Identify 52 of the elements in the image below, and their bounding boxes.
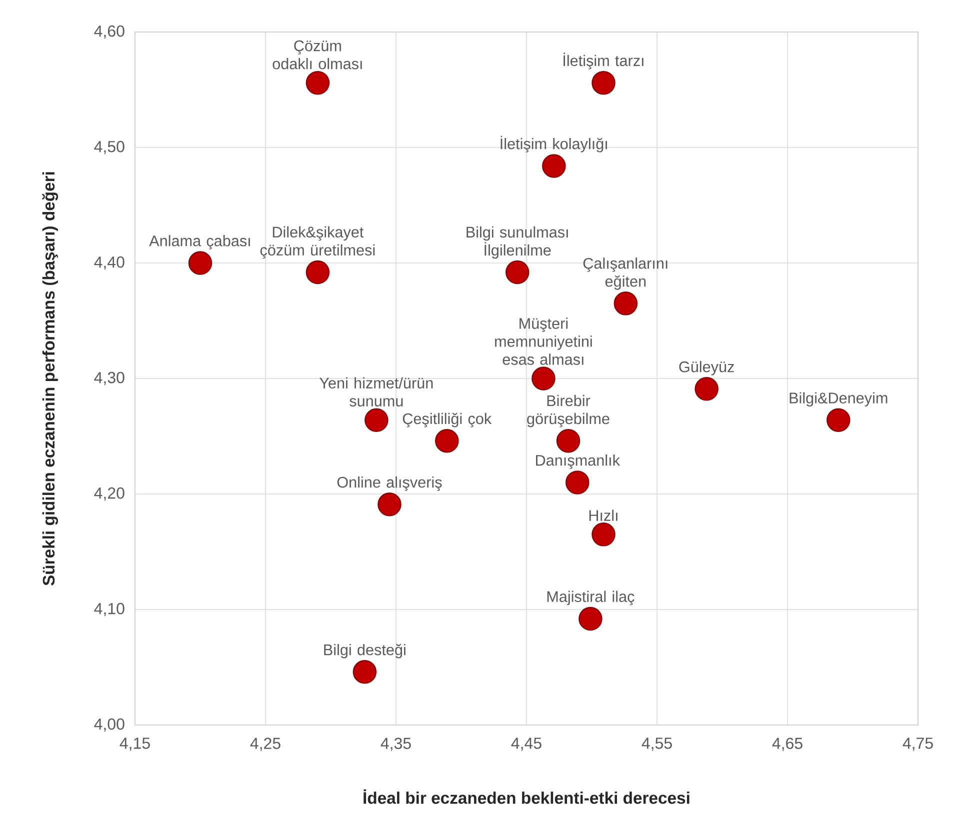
x-tick-label: 4,15 [120,738,150,751]
x-tick-label: 4,45 [511,738,542,751]
point [306,260,330,284]
point [578,606,602,631]
annotation: Bilgi&Deneyim [790,392,888,406]
point [592,70,616,95]
x-tick-label: 4,55 [642,738,672,751]
annotation: Majistiral ilaç [547,590,634,606]
annotation: Müşteri memnuniyetini esas alması [495,318,592,365]
annotation: Dilek&şikayet çözüm üretilmesi [260,226,375,259]
annotation: Bilgi desteği [324,644,406,658]
annotation: Güleyüz [679,361,734,376]
y-tick-label: 4,50 [94,140,124,154]
annotation: Online alışveriş [337,476,442,491]
y-tick-label: 4,60 [94,25,124,39]
point [352,660,377,684]
point [542,154,566,178]
point [435,429,459,453]
annotation: Hızlı [589,510,618,521]
point [592,522,616,546]
point [364,408,388,432]
y-tick-label: 4,30 [94,372,124,386]
x-tick-label: 4,65 [772,738,802,751]
y-axis-title: Sürekli gidilen eczanenin performans (başarı) değeri [42,172,58,586]
annotation: Yeni hizmet/ürün sunumu [320,377,433,406]
annotation: Danışmanlık [536,454,620,469]
x-tick-label: 4,35 [380,738,411,751]
point [306,70,330,95]
x-tick-label: 4,75 [902,738,933,751]
point [614,292,638,316]
x-tick-label: 4,25 [250,738,280,751]
annotation: Çözüm odaklı olması [272,40,362,70]
annotation: Çalışanlarını eğiten [583,258,668,290]
point [188,251,212,275]
annotation: İletişim tarzı [564,52,644,70]
point [566,470,590,494]
y-tick-label: 4,20 [94,487,124,501]
annotation: Birebir görüşebilme [527,394,610,428]
point [532,366,556,390]
annotation: Çeşitliliği çok [402,412,492,428]
y-tick-label: 4,40 [94,256,124,270]
annotation: Bilgi sunulması İlgilenilme [466,226,568,259]
point [694,377,718,401]
point [506,260,530,284]
annotation: İletişim kolaylığı [500,136,607,152]
x-axis-title: İdeal bir eczaneden beklenti-etki derecesi [364,789,690,804]
point [556,429,580,453]
point [378,492,402,516]
annotation: Anlama çabası [149,235,250,250]
y-tick-label: 4,00 [94,718,124,732]
point [826,408,850,432]
y-tick-label: 4,10 [94,602,124,616]
